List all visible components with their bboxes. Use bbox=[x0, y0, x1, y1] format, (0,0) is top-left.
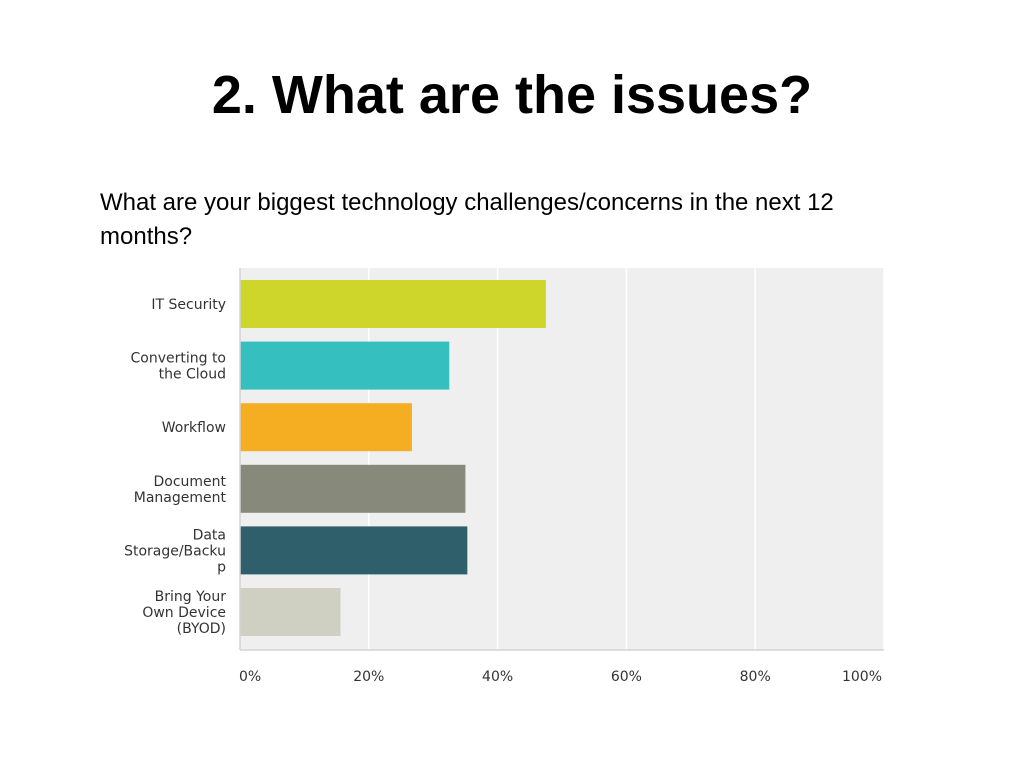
x-tick-label-100: 100% bbox=[842, 669, 882, 685]
plot-area bbox=[240, 268, 884, 650]
category-label-4: Data Storage/Backu p bbox=[124, 527, 226, 575]
category-label-3: Document Management bbox=[134, 474, 227, 506]
x-tick-label-80: 80% bbox=[740, 669, 771, 685]
bar-4 bbox=[240, 526, 468, 575]
x-tick-label-60: 60% bbox=[611, 669, 642, 685]
category-label-2: Workflow bbox=[162, 420, 226, 436]
survey-question: What are your biggest technology challen… bbox=[100, 189, 834, 250]
bar-3 bbox=[240, 464, 466, 513]
category-label-0: IT Security bbox=[151, 297, 226, 313]
category-label-1: Converting to the Cloud bbox=[130, 351, 226, 383]
bar-0 bbox=[240, 280, 546, 328]
x-tick-label-0: 0% bbox=[239, 669, 261, 685]
x-tick-label-20: 20% bbox=[353, 669, 384, 685]
bar-5 bbox=[240, 588, 341, 636]
x-tick-label-40: 40% bbox=[482, 669, 513, 685]
bar-2 bbox=[240, 403, 412, 452]
slide-title: 2. What are the issues? bbox=[211, 65, 813, 125]
category-label-5: Bring Your Own Device (BYOD) bbox=[142, 589, 226, 637]
bar-1 bbox=[240, 341, 450, 390]
